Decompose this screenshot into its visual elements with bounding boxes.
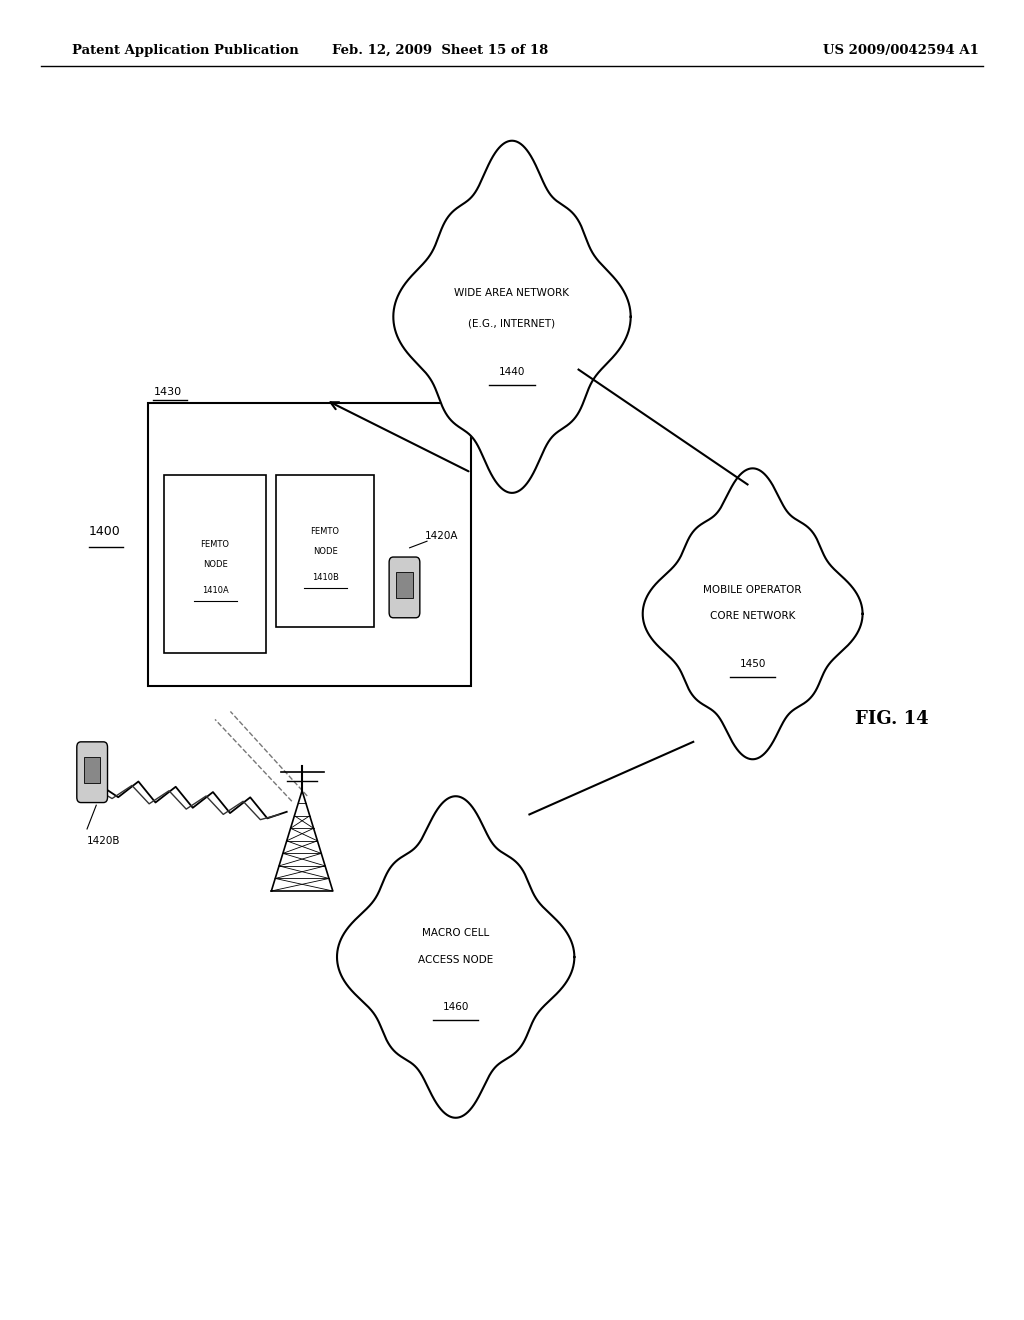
Text: NODE: NODE xyxy=(203,560,227,569)
Polygon shape xyxy=(393,141,631,492)
Text: US 2009/0042594 A1: US 2009/0042594 A1 xyxy=(823,44,979,57)
FancyBboxPatch shape xyxy=(396,573,413,598)
Polygon shape xyxy=(271,791,333,891)
Text: 1410B: 1410B xyxy=(311,573,339,582)
Text: WIDE AREA NETWORK: WIDE AREA NETWORK xyxy=(455,288,569,298)
Text: FIG. 14: FIG. 14 xyxy=(855,710,929,729)
Polygon shape xyxy=(337,796,574,1118)
FancyBboxPatch shape xyxy=(276,475,374,627)
FancyBboxPatch shape xyxy=(77,742,108,803)
Text: FEMTO: FEMTO xyxy=(310,527,340,536)
Text: CORE NETWORK: CORE NETWORK xyxy=(710,611,796,622)
Polygon shape xyxy=(643,469,862,759)
FancyBboxPatch shape xyxy=(164,475,266,653)
FancyBboxPatch shape xyxy=(84,758,100,783)
Text: 1400: 1400 xyxy=(89,525,121,537)
Text: 1420B: 1420B xyxy=(87,836,121,846)
Text: Patent Application Publication: Patent Application Publication xyxy=(72,44,298,57)
Text: MACRO CELL: MACRO CELL xyxy=(422,928,489,939)
Text: ACCESS NODE: ACCESS NODE xyxy=(418,954,494,965)
Text: 1420A: 1420A xyxy=(425,531,459,541)
Text: MOBILE OPERATOR: MOBILE OPERATOR xyxy=(703,585,802,595)
Text: (E.G., INTERNET): (E.G., INTERNET) xyxy=(468,318,556,329)
Text: FEMTO: FEMTO xyxy=(201,540,229,549)
Text: 1460: 1460 xyxy=(442,1002,469,1012)
Text: NODE: NODE xyxy=(312,546,338,556)
Text: 1440: 1440 xyxy=(499,367,525,378)
FancyBboxPatch shape xyxy=(389,557,420,618)
Text: 1450: 1450 xyxy=(739,659,766,669)
Text: Feb. 12, 2009  Sheet 15 of 18: Feb. 12, 2009 Sheet 15 of 18 xyxy=(332,44,549,57)
Text: 1410A: 1410A xyxy=(202,586,228,595)
Text: 1430: 1430 xyxy=(154,387,181,397)
FancyBboxPatch shape xyxy=(148,403,471,686)
